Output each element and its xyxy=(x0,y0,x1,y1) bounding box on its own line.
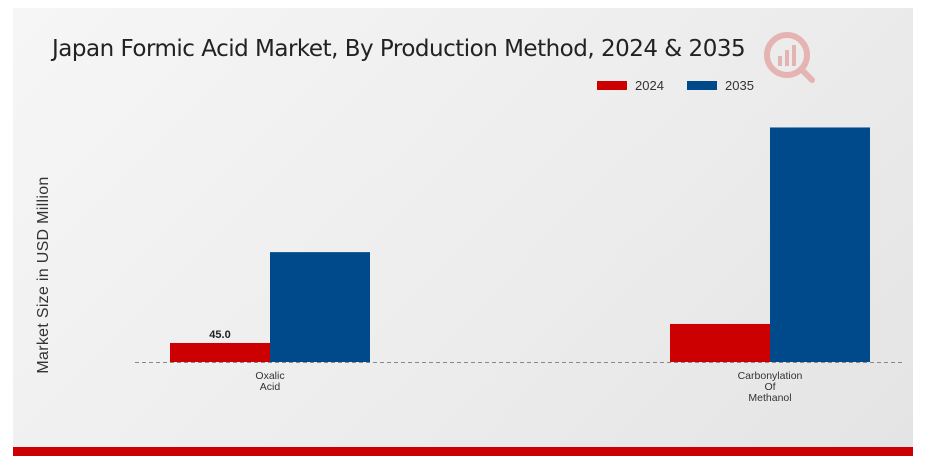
x-tick-label-0-0: Oxalic xyxy=(255,370,284,382)
legend-item-2024: 2024 xyxy=(597,78,664,93)
data-label-2024-0: 45.0 xyxy=(209,329,230,341)
bar-2024-0 xyxy=(170,342,270,362)
chart-background xyxy=(13,8,913,448)
x-tick-label-0-1: Acid xyxy=(260,381,281,393)
x-tick-label-1-2: Methanol xyxy=(748,392,791,404)
market-research-logo-icon xyxy=(764,32,815,83)
legend-swatch-2024 xyxy=(597,81,627,90)
legend-label-2024: 2024 xyxy=(635,78,664,93)
bar-2024-1 xyxy=(670,323,770,362)
x-tick-label-1-0: Carbonylation xyxy=(738,370,803,382)
bar-2035-1 xyxy=(770,127,870,362)
legend-item-2035: 2035 xyxy=(687,78,754,93)
legend-label-2035: 2035 xyxy=(725,78,754,93)
legend-swatch-2035 xyxy=(687,81,717,90)
footer-accent-bar xyxy=(13,447,913,456)
bar-2035-0 xyxy=(270,252,370,362)
x-tick-label-1-1: Of xyxy=(764,381,775,393)
chart-title: Japan Formic Acid Market, By Production … xyxy=(52,36,746,62)
